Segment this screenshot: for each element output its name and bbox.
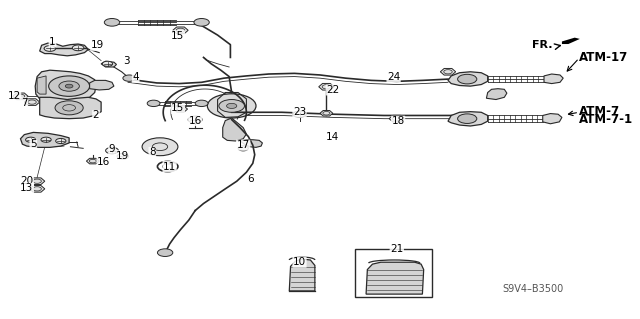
Polygon shape: [90, 80, 114, 90]
Circle shape: [55, 101, 83, 115]
Text: 15: 15: [172, 103, 184, 114]
Text: 22: 22: [326, 85, 339, 95]
Text: 7: 7: [21, 98, 28, 108]
Polygon shape: [289, 259, 315, 291]
Bar: [355, 249, 432, 297]
Text: 20: 20: [20, 175, 33, 186]
Text: 21: 21: [390, 244, 403, 255]
Circle shape: [104, 19, 120, 26]
Polygon shape: [173, 106, 188, 112]
Text: 19: 19: [91, 40, 104, 50]
Polygon shape: [562, 38, 580, 44]
Polygon shape: [24, 99, 40, 105]
Polygon shape: [319, 84, 334, 90]
Text: FR.: FR.: [532, 40, 553, 50]
Circle shape: [72, 45, 84, 51]
Polygon shape: [40, 97, 101, 119]
Circle shape: [238, 146, 248, 151]
Text: 10: 10: [293, 257, 306, 267]
Circle shape: [41, 137, 51, 142]
Polygon shape: [86, 158, 99, 164]
Polygon shape: [320, 110, 333, 116]
Circle shape: [458, 74, 477, 84]
Text: 14: 14: [326, 132, 339, 142]
Polygon shape: [13, 93, 28, 100]
Text: 17: 17: [237, 140, 250, 150]
Polygon shape: [29, 186, 45, 192]
Polygon shape: [20, 132, 69, 147]
Text: 5: 5: [30, 139, 36, 149]
Circle shape: [207, 94, 256, 118]
Circle shape: [142, 138, 178, 156]
Text: ATM-7: ATM-7: [579, 105, 620, 118]
Text: 6: 6: [248, 174, 254, 184]
Text: 23: 23: [293, 107, 306, 117]
Text: 8: 8: [149, 147, 156, 158]
Text: 3: 3: [124, 56, 130, 66]
Text: 4: 4: [132, 72, 139, 82]
Polygon shape: [544, 74, 563, 84]
Circle shape: [102, 61, 113, 66]
Circle shape: [227, 103, 237, 108]
Polygon shape: [240, 140, 262, 147]
Circle shape: [194, 19, 209, 26]
Polygon shape: [486, 89, 507, 100]
Polygon shape: [29, 178, 45, 184]
Circle shape: [106, 147, 118, 154]
Polygon shape: [37, 76, 46, 94]
Polygon shape: [440, 69, 456, 75]
Text: 9: 9: [109, 144, 115, 154]
Circle shape: [147, 100, 160, 107]
Polygon shape: [101, 61, 116, 67]
Circle shape: [59, 81, 79, 91]
Circle shape: [65, 84, 73, 88]
Circle shape: [195, 100, 208, 107]
Text: 12: 12: [8, 91, 20, 101]
Text: ATM-17: ATM-17: [579, 51, 628, 64]
Text: 24: 24: [387, 71, 400, 82]
Circle shape: [219, 100, 244, 112]
Text: 18: 18: [392, 116, 404, 126]
Text: 13: 13: [20, 183, 33, 193]
Circle shape: [117, 153, 129, 159]
Polygon shape: [389, 115, 404, 122]
Circle shape: [56, 138, 66, 144]
Polygon shape: [448, 72, 488, 86]
Text: 19: 19: [116, 151, 129, 161]
Circle shape: [293, 111, 306, 117]
Polygon shape: [366, 262, 424, 294]
Polygon shape: [223, 118, 246, 141]
Text: ATM-7-1: ATM-7-1: [579, 113, 634, 126]
Circle shape: [44, 46, 56, 51]
Text: 16: 16: [189, 115, 202, 126]
Text: S9V4–B3500: S9V4–B3500: [502, 284, 564, 294]
Circle shape: [123, 75, 136, 81]
Text: 16: 16: [97, 157, 110, 167]
Circle shape: [49, 76, 90, 96]
Circle shape: [157, 249, 173, 256]
Circle shape: [458, 114, 477, 123]
Text: 2: 2: [93, 110, 99, 121]
Circle shape: [26, 137, 36, 142]
Polygon shape: [543, 114, 562, 124]
Polygon shape: [448, 112, 488, 126]
Text: 1: 1: [49, 37, 56, 47]
Text: 11: 11: [163, 161, 176, 172]
Polygon shape: [35, 70, 96, 102]
Text: 15: 15: [172, 31, 184, 41]
Polygon shape: [173, 27, 188, 33]
Polygon shape: [40, 43, 88, 56]
Circle shape: [188, 116, 202, 123]
